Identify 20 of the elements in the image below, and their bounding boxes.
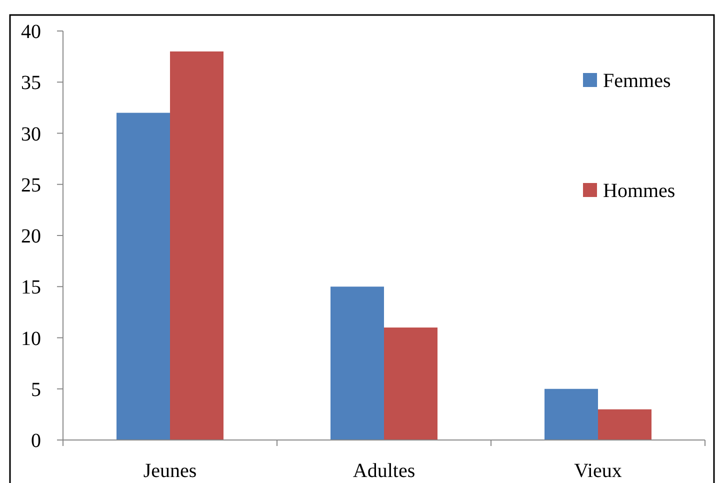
y-tick-label: 10 bbox=[21, 328, 41, 350]
y-tick-label: 25 bbox=[21, 174, 41, 196]
legend-label: Femmes bbox=[603, 70, 671, 92]
bar bbox=[330, 286, 384, 440]
x-tick-label: Jeunes bbox=[143, 460, 197, 482]
y-tick-label: 30 bbox=[21, 123, 41, 146]
y-tick-label: 20 bbox=[21, 226, 41, 248]
y-tick-label: 0 bbox=[31, 430, 41, 452]
y-tick-label: 5 bbox=[31, 378, 41, 401]
bar bbox=[116, 112, 170, 440]
bar bbox=[598, 409, 652, 440]
bar bbox=[384, 328, 438, 440]
bar bbox=[170, 51, 224, 440]
bar bbox=[544, 388, 598, 440]
y-tick-label: 40 bbox=[21, 21, 41, 43]
x-tick-label: Vieux bbox=[574, 460, 622, 482]
y-tick-label: 15 bbox=[21, 276, 41, 299]
legend-label: Hommes bbox=[603, 180, 676, 202]
y-tick-label: 35 bbox=[21, 72, 41, 94]
x-tick-label: Adultes bbox=[352, 460, 416, 482]
